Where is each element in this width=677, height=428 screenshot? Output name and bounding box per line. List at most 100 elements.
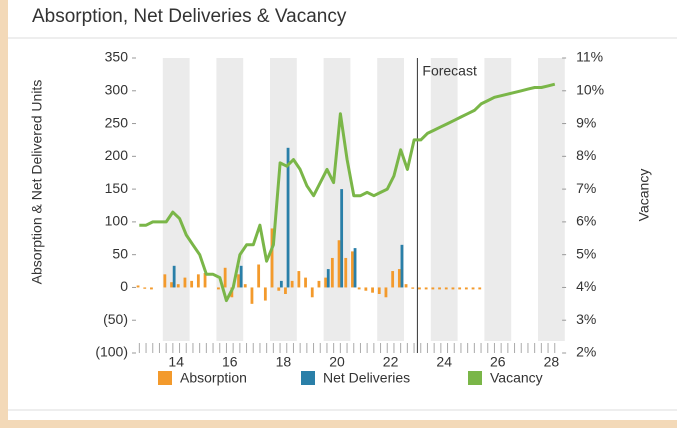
year-band (377, 58, 404, 341)
bar (284, 287, 287, 294)
y2-tick-label: 2% (576, 344, 596, 360)
bar (250, 287, 254, 304)
legend-label: Vacancy (490, 370, 543, 386)
bar (279, 280, 283, 288)
bar (190, 280, 194, 288)
y2-tick-label: 5% (576, 245, 596, 261)
x-tick-label: 18 (276, 354, 292, 370)
bar (438, 287, 441, 290)
bar (223, 267, 227, 288)
x-tick-label: 20 (329, 354, 345, 370)
bar (351, 251, 354, 288)
y-tick-label: (50) (103, 311, 128, 327)
bar (384, 287, 388, 298)
year-band (270, 58, 297, 341)
bar (340, 189, 344, 288)
y-tick-label: 150 (105, 180, 129, 196)
bar (377, 287, 381, 294)
bar (183, 277, 187, 288)
y2-tick-label: 9% (576, 114, 596, 130)
card: Absorption, Net Deliveries & Vacancy Abs… (8, 0, 677, 420)
year-band (162, 58, 190, 341)
y2-tick-label: 6% (576, 213, 596, 229)
bar (310, 287, 314, 298)
bar (136, 285, 140, 288)
bar (478, 287, 482, 290)
bar (397, 269, 401, 288)
bar (444, 287, 448, 290)
bar (418, 287, 421, 290)
legend-swatch (158, 371, 172, 385)
year-band (430, 58, 458, 341)
chart-title: Absorption, Net Deliveries & Vacancy (32, 6, 347, 27)
year-band (323, 58, 351, 341)
y-tick-label: 100 (105, 213, 129, 229)
vacancy-line (139, 82, 556, 303)
y-tick-label: 0 (120, 278, 128, 294)
bar (176, 284, 180, 288)
y-tick-label: 50 (112, 245, 128, 261)
bar (464, 287, 468, 290)
bar (170, 282, 173, 288)
bar (263, 287, 267, 301)
bar (243, 284, 247, 288)
y-tick-label: 350 (105, 49, 129, 65)
forecast-label: Forecast (422, 63, 477, 79)
y-tick-label: 250 (105, 114, 129, 130)
bar (330, 257, 334, 288)
bar (277, 287, 281, 291)
y-tick-label: 200 (105, 147, 129, 163)
bar (404, 284, 408, 288)
x-tick-label: 28 (544, 354, 560, 370)
y2-tick-label: 7% (576, 180, 596, 196)
bar (451, 287, 455, 290)
bar (239, 265, 243, 288)
bar (357, 287, 361, 290)
bar (344, 257, 348, 288)
bar (257, 264, 261, 288)
bar (337, 240, 341, 288)
bar (424, 287, 428, 290)
bar (324, 277, 328, 288)
x-tick-label: 26 (490, 354, 506, 370)
x-tick-label: 16 (222, 354, 238, 370)
bar (203, 273, 207, 288)
y2-tick-label: 10% (576, 81, 604, 97)
y2-axis-label: Vacancy (636, 169, 652, 222)
legend-label: Net Deliveries (323, 370, 410, 386)
y2-tick-label: 4% (576, 278, 596, 294)
bar (411, 287, 415, 289)
legend-label: Absorption (180, 370, 247, 386)
y2-tick-label: 3% (576, 311, 596, 327)
chart: Absorption, Net Deliveries & Vacancy Abs… (8, 6, 677, 411)
year-band (216, 58, 244, 341)
legend-swatch (301, 371, 315, 385)
bar (297, 271, 301, 288)
y2-tick-label: 11% (576, 49, 603, 65)
bar (150, 287, 153, 290)
bar (270, 228, 274, 288)
bar (286, 147, 290, 288)
bar (196, 274, 200, 288)
bar (458, 287, 462, 290)
year-band (484, 58, 512, 341)
bar (172, 265, 176, 288)
y-tick-label: (100) (95, 344, 128, 360)
bar (317, 280, 321, 288)
bar (364, 287, 368, 291)
bar (304, 277, 307, 288)
bar (400, 244, 404, 288)
bar (353, 248, 357, 288)
y-axis-label: Absorption & Net Delivered Units (29, 80, 45, 285)
bar (326, 269, 330, 288)
legend-swatch (468, 371, 482, 385)
year-band (538, 58, 565, 341)
bar (163, 274, 167, 288)
bar (237, 274, 240, 288)
bar (391, 271, 395, 288)
x-tick-label: 24 (436, 354, 452, 370)
y-tick-label: 300 (105, 81, 129, 97)
bar (143, 287, 147, 289)
bar (471, 287, 475, 290)
